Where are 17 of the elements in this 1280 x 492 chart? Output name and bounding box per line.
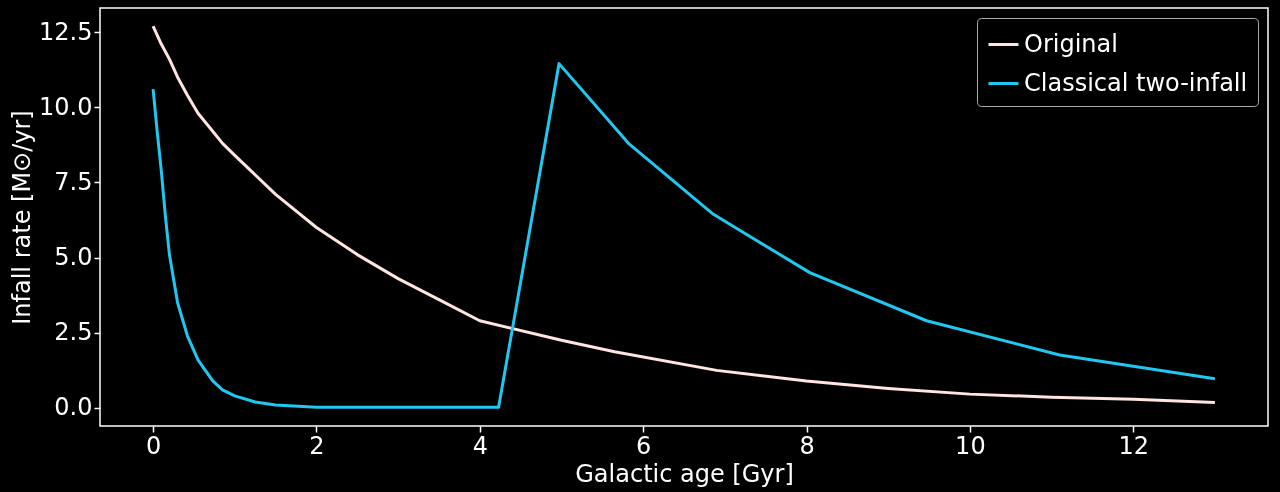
y-axis-title: Infall rate [M⊙/yr] xyxy=(8,110,37,325)
x-tick-label: 10 xyxy=(955,431,986,460)
y-tick-label: 2.5 xyxy=(54,318,93,347)
y-tick-label: 0.0 xyxy=(54,393,93,422)
y-tick-label: 7.5 xyxy=(54,167,93,196)
x-axis-title: Galactic age [Gyr] xyxy=(575,459,794,488)
x-tick-label: 4 xyxy=(472,431,488,460)
x-tick-label: 12 xyxy=(1118,431,1149,460)
x-tick-label: 0 xyxy=(145,431,162,460)
y-tick-label: 12.5 xyxy=(39,17,93,46)
legend-label: Original xyxy=(1024,29,1118,58)
x-tick-label: 6 xyxy=(636,431,652,460)
y-tick-label: 5.0 xyxy=(54,243,93,272)
x-tick-label: 2 xyxy=(309,431,325,460)
legend-label: Classical two-infall xyxy=(1024,68,1248,97)
x-tick-label: 8 xyxy=(799,431,815,460)
y-tick-label: 10.0 xyxy=(39,92,93,121)
